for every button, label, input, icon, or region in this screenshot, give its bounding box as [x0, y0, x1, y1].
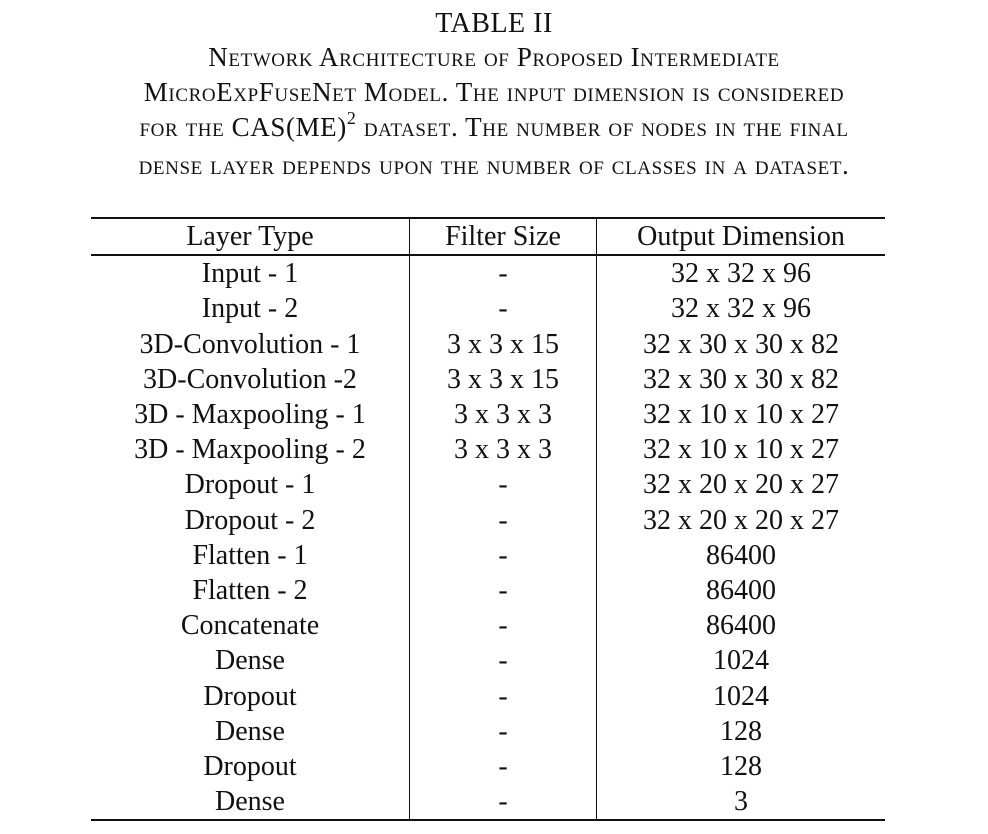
cell-filter-size: -	[409, 713, 597, 749]
cell-output-dimension: 128	[596, 713, 885, 749]
cell-filter-size: -	[409, 537, 597, 573]
cell-output-dimension: 1024	[596, 678, 885, 714]
header-output-dimension: Output Dimension	[596, 218, 885, 256]
cell-output-dimension: 32 x 20 x 20 x 27	[596, 467, 885, 503]
cell-output-dimension: 32 x 32 x 96	[596, 255, 885, 292]
cell-filter-size: -	[409, 255, 597, 292]
cell-filter-size: -	[409, 502, 597, 538]
table-row: Flatten - 1 -86400	[91, 537, 885, 573]
cell-filter-size: -	[409, 784, 597, 821]
cell-filter-size: 3 x 3 x 15	[409, 326, 597, 362]
caption-line-3-suffix: dataset. The number of nodes in the fina…	[356, 112, 849, 142]
architecture-table: Layer Type Filter Size Output Dimension …	[91, 217, 885, 821]
cell-filter-size: -	[409, 643, 597, 679]
cell-layer-type: Flatten - 2	[192, 574, 308, 606]
table-row: 3D-Convolution - 1 3 x 3 x 15 32 x 30 x 30…	[91, 326, 885, 362]
table-row: Dropout -128	[91, 748, 885, 784]
table-label: TABLE II	[435, 8, 553, 39]
table-row: Dropout - 2 -32 x 20 x 20 x 27	[91, 502, 885, 538]
caption-dataset-superscript: 2	[346, 108, 357, 128]
table-row: Dense -3	[91, 784, 885, 821]
cell-filter-size: -	[409, 572, 597, 609]
cell-output-dimension: 32 x 30 x 30 x 82	[596, 326, 885, 362]
cell-filter-size: 3 x 3 x 3	[409, 396, 597, 433]
cell-layer-type: Dense	[215, 715, 285, 747]
header-row: Layer Type Filter Size Output Dimension	[91, 218, 885, 256]
table-row: Input - 1 -32 x 32 x 96	[91, 255, 885, 292]
cell-filter-size: 3 x 3 x 15	[409, 361, 597, 397]
cell-layer-type: 3D-Convolution - 1	[139, 328, 361, 360]
table-row: Dense -1024	[91, 643, 885, 679]
caption-line-3-prefix: for the	[139, 112, 232, 142]
cell-output-dimension: 32 x 30 x 30 x 82	[596, 361, 885, 397]
table-row: Flatten - 2 -86400	[91, 572, 885, 609]
table-body: Input - 1-32 x 32 x 96 Input - 2-32 x 32 …	[91, 255, 885, 821]
caption-dataset-name: CAS(ME)	[231, 112, 347, 142]
cell-layer-type: Dropout	[203, 680, 297, 712]
cell-layer-type: Input - 2	[201, 293, 299, 325]
table-caption: TABLE II Network Architecture of Propose…	[0, 8, 988, 183]
cell-output-dimension: 86400	[596, 537, 885, 573]
cell-layer-type: Dropout - 1	[184, 469, 316, 501]
cell-layer-type: Dropout	[203, 750, 297, 782]
table-row: Dropout - 1 -32 x 20 x 20 x 27	[91, 467, 885, 503]
cell-filter-size: -	[409, 291, 597, 327]
cell-output-dimension: 32 x 32 x 96	[596, 291, 885, 327]
cell-output-dimension: 86400	[596, 572, 885, 609]
caption-line-1: Network Architecture of Proposed Interme…	[208, 42, 780, 72]
cell-filter-size: 3 x 3 x 3	[409, 432, 597, 468]
cell-output-dimension: 32 x 10 x 10 x 27	[596, 432, 885, 468]
cell-layer-type: 3D - Maxpooling - 1	[134, 399, 366, 431]
cell-output-dimension: 86400	[596, 608, 885, 644]
table-row: 3D-Convolution -2 3 x 3 x 15 32 x 30 x 30 …	[91, 361, 885, 397]
cell-output-dimension: 1024	[596, 643, 885, 679]
cell-output-dimension: 32 x 20 x 20 x 27	[596, 502, 885, 538]
cell-layer-type: Dense	[215, 786, 285, 818]
caption-line-2: MicroExpFuseNet Model. The input dimensi…	[143, 77, 845, 107]
caption-line-3: for the CAS(ME)2 dataset. The number of …	[0, 108, 988, 148]
cell-output-dimension: 3	[596, 784, 885, 821]
table-row: Input - 2 -32 x 32 x 96	[91, 291, 885, 327]
table-row: 3D - Maxpooling - 1 3 x 3 x 3 32 x 10 x 10…	[91, 396, 885, 433]
header-layer-type: Layer Type	[186, 221, 314, 253]
caption-line-4: dense layer depends upon the number of c…	[138, 150, 850, 180]
cell-layer-type: Dense	[215, 645, 285, 677]
cell-layer-type: Concatenate	[180, 610, 320, 642]
cell-layer-type: 3D-Convolution -2	[143, 363, 357, 395]
cell-output-dimension: 32 x 10 x 10 x 27	[596, 396, 885, 433]
cell-filter-size: -	[409, 678, 597, 714]
cell-filter-size: -	[409, 748, 597, 784]
cell-layer-type: Dropout - 2	[184, 504, 316, 536]
table-row: Concatenate -86400	[91, 608, 885, 644]
cell-layer-type: 3D - Maxpooling - 2	[134, 434, 366, 466]
cell-layer-type: Flatten - 1	[192, 539, 308, 571]
table-row: Dropout -1024	[91, 678, 885, 714]
cell-layer-type: Input - 1	[201, 258, 299, 290]
cell-filter-size: -	[409, 608, 597, 644]
cell-filter-size: -	[409, 467, 597, 503]
table-row: Dense -128	[91, 713, 885, 749]
table-row: 3D - Maxpooling - 2 3 x 3 x 3 32 x 10 x 10…	[91, 432, 885, 468]
cell-output-dimension: 128	[596, 748, 885, 784]
header-filter-size: Filter Size	[409, 218, 597, 256]
